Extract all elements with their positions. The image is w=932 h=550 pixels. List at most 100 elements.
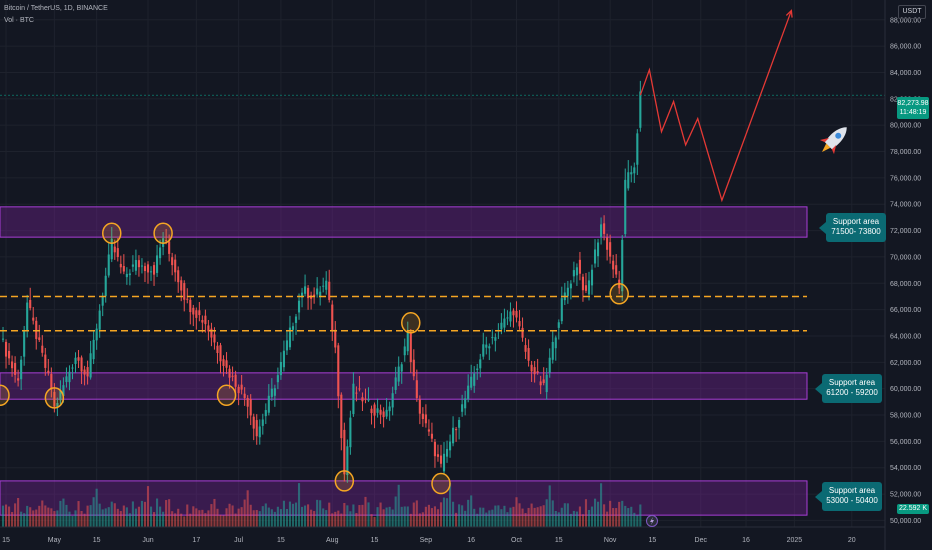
price-tick-label: 72,000.00 (890, 228, 921, 235)
candle (255, 414, 258, 445)
circle-marker (153, 222, 173, 244)
volume-bar (367, 502, 370, 527)
volume-bar (455, 512, 458, 527)
candle-body (476, 368, 479, 371)
volume-bar (219, 514, 222, 527)
candle-body (379, 409, 382, 415)
lightning-icon[interactable] (646, 515, 658, 527)
candle (536, 358, 539, 375)
volume-bar (376, 507, 379, 527)
volume-bar (536, 507, 539, 527)
symbol-title: Bitcoin / TetherUS, 1D, BINANCE (4, 5, 108, 12)
candle (385, 398, 388, 420)
volume-bar (50, 508, 53, 527)
volume-bar (222, 515, 225, 527)
candle (627, 160, 630, 191)
candle-body (603, 223, 606, 234)
volume-bar (243, 499, 246, 527)
candle (4, 339, 8, 369)
volume-bar (596, 501, 600, 527)
candle-body (467, 385, 470, 400)
candle (394, 366, 397, 394)
candle (337, 342, 340, 409)
candle-body (409, 332, 412, 363)
support-zone (0, 480, 808, 516)
candle-body (593, 249, 597, 264)
candle-body (322, 285, 325, 287)
volume-bar (270, 509, 273, 527)
candle-body (418, 399, 421, 414)
candle-body (186, 298, 189, 300)
price-tick-label: 58,000.00 (890, 413, 921, 420)
candle-body (364, 398, 367, 400)
candle-body (204, 315, 207, 325)
volume-bar (23, 513, 26, 527)
candle (128, 269, 131, 286)
price-tick-label: 60,000.00 (890, 386, 921, 393)
volume-bar (83, 513, 86, 527)
volume-bar (400, 506, 403, 527)
candle-body (500, 322, 503, 330)
candle-body (403, 346, 406, 356)
volume-bar (304, 505, 307, 527)
candle-body (439, 455, 443, 464)
volume-bar (609, 500, 612, 527)
candle (134, 249, 137, 275)
volume-bar (340, 513, 343, 527)
volume-bar (291, 503, 295, 527)
currency-button[interactable]: USDT (898, 5, 926, 19)
price-tick-label: 64,000.00 (890, 333, 921, 340)
candle (189, 297, 192, 325)
volume-bar (294, 502, 298, 527)
candle (331, 300, 334, 341)
candle (630, 165, 633, 183)
candle-body (131, 264, 134, 267)
volume-bar (382, 509, 385, 527)
candle (593, 239, 597, 268)
candle-body (373, 404, 376, 416)
candle (606, 233, 609, 261)
time-axis[interactable]: 15 May 15 Jun 17 Jul 15 Aug 15 Sep 16 Oct 15 Nov 15 Dec… (2, 537, 856, 544)
volume-bar (578, 506, 581, 527)
volume-bar (343, 503, 346, 527)
circle-marker (44, 387, 65, 409)
time-tick-label: Oct (511, 537, 522, 544)
candle (379, 404, 382, 424)
price-axis[interactable]: 50,000.00 52,000.00 54,000.00 56,000.00 58,0… (890, 17, 921, 525)
candle (313, 287, 316, 304)
candle (367, 387, 370, 402)
candle-body (149, 271, 153, 273)
candle (41, 335, 44, 357)
candle-body (32, 317, 35, 321)
candle-body (297, 300, 301, 313)
volume-bar (279, 509, 282, 527)
candle-body (47, 370, 50, 373)
candle-body (506, 317, 509, 319)
candle-body (116, 248, 119, 258)
candle-body (361, 397, 364, 402)
candle (530, 360, 533, 382)
candle (107, 242, 110, 278)
volume-bar (346, 505, 349, 527)
volume-bar (4, 504, 8, 527)
candle-body (273, 388, 276, 396)
candle (201, 315, 204, 333)
candle-body (391, 393, 394, 408)
volume-bar (276, 506, 279, 527)
volume-bar (524, 513, 527, 527)
candle (44, 347, 47, 376)
candle-body (119, 263, 122, 268)
candle-body (533, 367, 536, 375)
volume-bar (385, 507, 388, 527)
candle (581, 273, 585, 302)
candle (322, 277, 325, 293)
volume-bar (86, 505, 89, 527)
volume-bar (237, 508, 240, 527)
volume-bar (557, 512, 560, 527)
volume-bar (65, 504, 68, 527)
volume-bar (189, 513, 192, 527)
candle-body (542, 379, 545, 384)
circle-markers (0, 222, 629, 495)
candle-body (189, 299, 192, 313)
